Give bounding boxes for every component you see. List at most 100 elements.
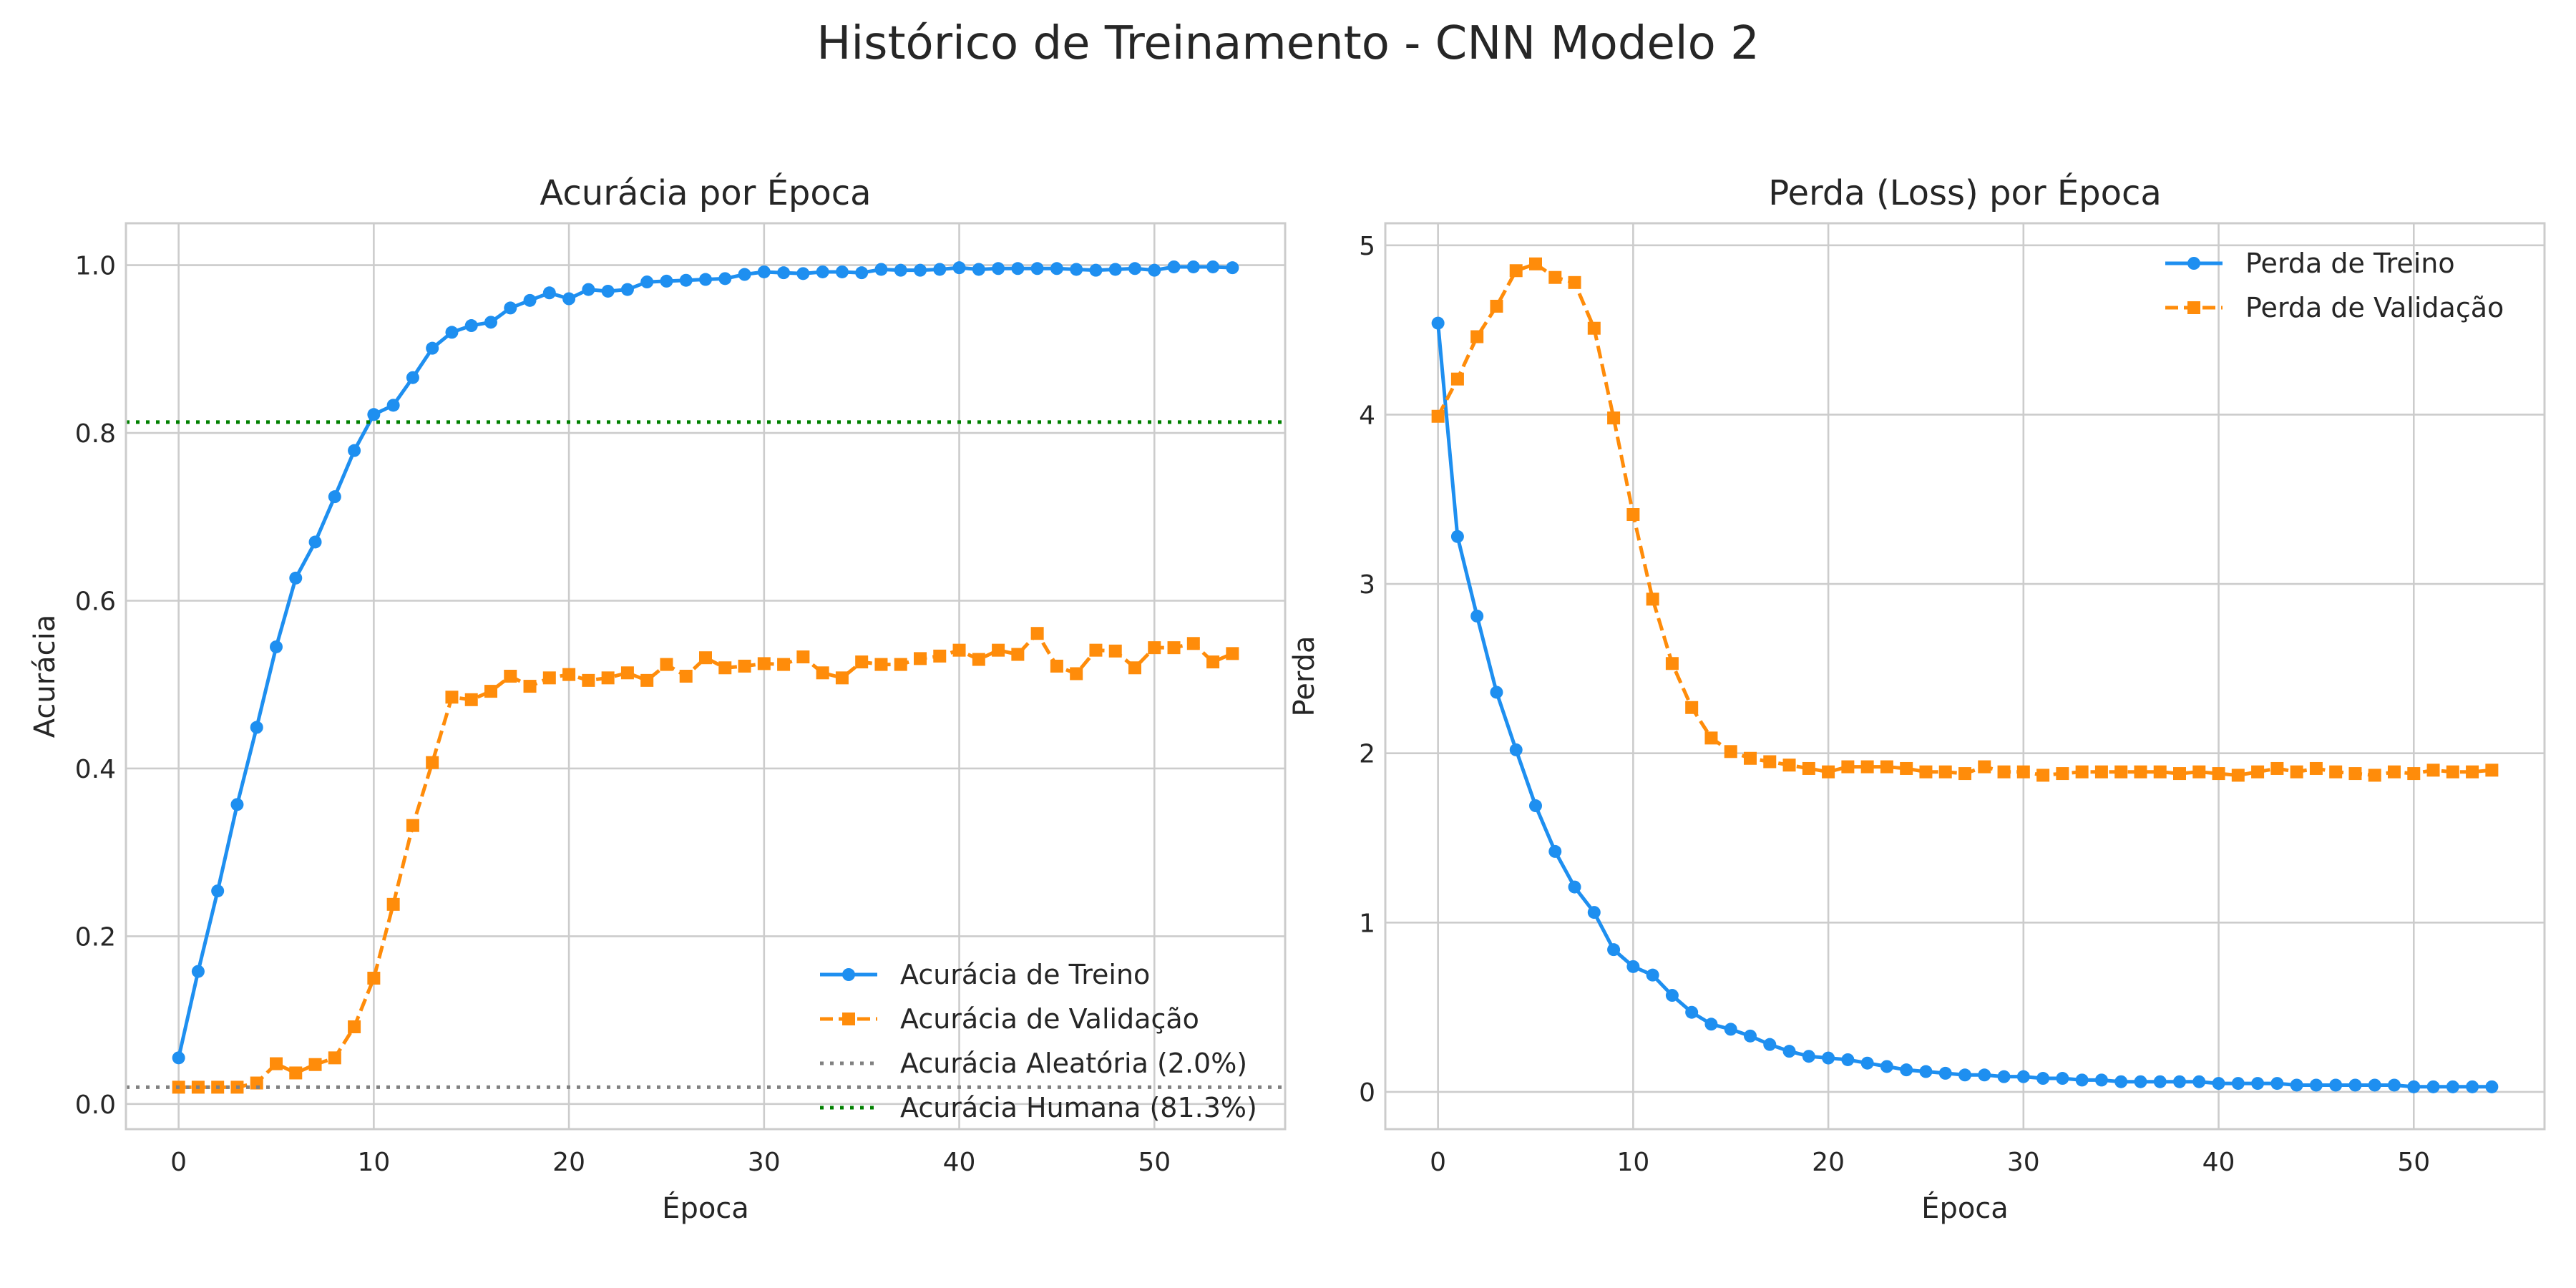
legend-item: Acurácia de Validação bbox=[820, 1003, 1199, 1035]
plot-frame bbox=[125, 222, 1287, 1131]
data-point bbox=[1030, 262, 1044, 275]
legend-label: Perda de Treino bbox=[2245, 248, 2455, 279]
data-point bbox=[894, 658, 907, 671]
data-point bbox=[2114, 1075, 2128, 1088]
data-point bbox=[718, 272, 732, 286]
data-point bbox=[1089, 263, 1103, 277]
data-point bbox=[1704, 731, 1718, 745]
data-point bbox=[2485, 763, 2499, 777]
data-point bbox=[972, 263, 985, 276]
y-tick-label: 2 bbox=[1359, 740, 1375, 769]
data-point bbox=[562, 668, 576, 681]
data-point bbox=[601, 671, 615, 685]
data-point bbox=[1128, 661, 1141, 675]
data-point bbox=[1509, 264, 1523, 278]
plot-area bbox=[126, 260, 1285, 1094]
x-tick-label: 50 bbox=[2397, 1148, 2430, 1177]
plot-area bbox=[1431, 257, 2499, 1093]
legend-item: Acurácia de Treino bbox=[820, 959, 1150, 990]
data-point bbox=[1431, 409, 1445, 423]
data-point bbox=[1665, 989, 1679, 1002]
data-point bbox=[1529, 799, 1542, 813]
legend-label: Acurácia de Treino bbox=[900, 959, 1150, 990]
data-point bbox=[2094, 765, 2108, 779]
data-point bbox=[796, 650, 810, 664]
x-tick-label: 30 bbox=[748, 1148, 781, 1177]
data-point bbox=[250, 1076, 263, 1090]
series-line bbox=[1436, 323, 2492, 1089]
data-point bbox=[2192, 765, 2206, 779]
data-point bbox=[1490, 299, 1503, 313]
data-point bbox=[2426, 763, 2440, 777]
x-tick-label: 10 bbox=[357, 1148, 390, 1177]
data-point bbox=[1919, 765, 1933, 779]
data-point bbox=[1763, 755, 1777, 769]
data-point bbox=[914, 263, 927, 277]
data-point bbox=[1548, 844, 1562, 858]
data-point bbox=[1607, 943, 1621, 957]
data-point bbox=[1841, 1053, 1855, 1066]
legend-marker bbox=[842, 1013, 855, 1025]
data-point bbox=[386, 897, 400, 911]
data-point bbox=[1050, 262, 1063, 275]
data-point bbox=[1685, 701, 1699, 714]
data-point bbox=[211, 884, 225, 898]
data-point bbox=[1226, 647, 1239, 660]
data-point bbox=[504, 301, 517, 315]
x-tick-label: 20 bbox=[1812, 1148, 1845, 1177]
y-tick-label: 0.4 bbox=[75, 755, 116, 784]
data-point bbox=[386, 399, 400, 412]
data-point bbox=[1978, 760, 1991, 774]
data-point bbox=[582, 673, 595, 687]
data-point bbox=[406, 371, 419, 384]
data-point bbox=[679, 670, 693, 683]
data-point bbox=[855, 266, 869, 280]
data-point bbox=[464, 319, 478, 333]
data-point bbox=[1860, 1056, 1874, 1070]
legend-label: Perda de Validação bbox=[2245, 292, 2504, 323]
y-tick-label: 1 bbox=[1359, 909, 1375, 938]
chart-title: Perda (Loss) por Época bbox=[1768, 172, 2162, 213]
series-line bbox=[1436, 262, 2492, 777]
data-point bbox=[1880, 760, 1893, 774]
data-point bbox=[1646, 968, 1659, 982]
data-point bbox=[484, 316, 497, 329]
data-point bbox=[1685, 1005, 1699, 1019]
data-point bbox=[1470, 609, 1484, 623]
y-tick-label: 0 bbox=[1359, 1078, 1375, 1108]
data-point bbox=[2153, 765, 2167, 779]
data-point bbox=[270, 640, 283, 653]
data-point bbox=[1802, 1050, 1815, 1063]
data-point bbox=[738, 659, 751, 673]
data-point bbox=[1900, 1063, 1913, 1077]
data-point bbox=[1646, 592, 1659, 606]
data-point bbox=[2016, 1070, 2030, 1083]
data-point bbox=[601, 284, 615, 298]
data-point bbox=[2309, 761, 2323, 775]
data-point bbox=[855, 655, 869, 669]
data-point bbox=[308, 1058, 322, 1071]
data-point bbox=[1919, 1065, 1933, 1078]
data-point bbox=[1724, 745, 1737, 758]
data-point bbox=[250, 721, 263, 734]
data-point bbox=[2036, 769, 2050, 782]
data-point bbox=[445, 326, 459, 339]
legend-label: Acurácia Aleatória (2.0%) bbox=[900, 1048, 1247, 1079]
data-point bbox=[660, 658, 673, 671]
data-point bbox=[1626, 960, 1640, 973]
data-point bbox=[757, 657, 771, 670]
data-point bbox=[2446, 1080, 2459, 1093]
data-point bbox=[1568, 880, 1581, 894]
data-point bbox=[835, 671, 849, 685]
data-point bbox=[874, 658, 888, 671]
data-point bbox=[816, 265, 829, 278]
data-point bbox=[1704, 1018, 1718, 1031]
data-point bbox=[952, 261, 966, 275]
data-point bbox=[1665, 657, 1679, 670]
data-point bbox=[2407, 1080, 2421, 1093]
data-point bbox=[816, 666, 829, 680]
data-point bbox=[426, 341, 439, 355]
y-axis-label: Perda bbox=[1288, 636, 1321, 717]
data-point bbox=[992, 262, 1005, 275]
data-point bbox=[620, 666, 634, 680]
